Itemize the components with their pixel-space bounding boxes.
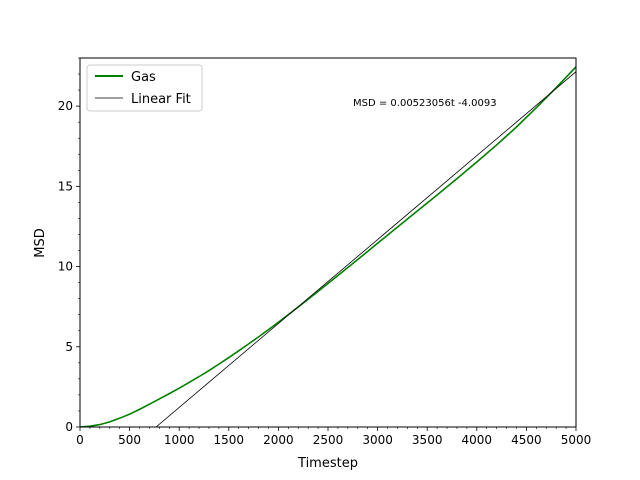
x-tick-label: 500	[118, 433, 141, 447]
x-tick-label: 1500	[214, 433, 245, 447]
x-tick-label: 4000	[462, 433, 493, 447]
series-line-gas	[80, 66, 576, 427]
x-tick-label: 1000	[164, 433, 195, 447]
axes: 0 500 1000 1500 2000 2500 3000 3500 4000 4500 5000…	[58, 57, 592, 447]
legend-gas-label: Gas	[131, 70, 156, 85]
x-tick-label: 2000	[263, 433, 294, 447]
y-axis-label: MSD	[33, 228, 48, 257]
y-tick-label: 10	[58, 260, 73, 274]
x-tick-label: 4500	[511, 433, 542, 447]
fit-equation-annotation: MSD = 0.00523056t -4.0093	[353, 98, 497, 109]
y-tick-label: 0	[65, 420, 73, 434]
y-tick-label: 20	[58, 99, 73, 113]
legend: Gas Linear Fit	[86, 64, 203, 112]
x-tick-label: 3500	[412, 433, 443, 447]
x-tick-label: 2500	[313, 433, 344, 447]
x-tick-label: 5000	[561, 433, 592, 447]
x-axis-label: Timestep	[297, 456, 358, 471]
plot-area	[80, 66, 576, 427]
axes-frame	[79, 57, 577, 428]
x-tick-label: 3000	[362, 433, 393, 447]
y-tick-label: 15	[58, 179, 73, 193]
y-tick-label: 5	[65, 340, 73, 354]
legend-fit-label: Linear Fit	[131, 92, 191, 107]
series-line-linear-fit	[155, 71, 576, 427]
x-tick-label: 0	[76, 433, 84, 447]
